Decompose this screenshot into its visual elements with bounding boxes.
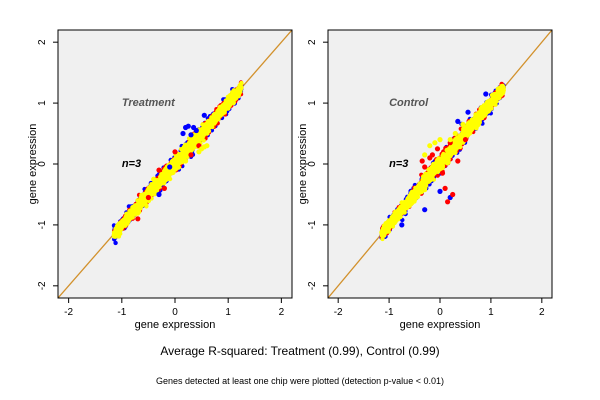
data-point-yellow (232, 97, 237, 102)
data-point-yellow (143, 202, 149, 208)
data-point-yellow (223, 103, 228, 108)
outlier-point-blue (188, 132, 194, 138)
panel-treatment: -2 -1 0 1 2 -2 -1 0 1 2 gene expression gene expres… (27, 29, 293, 331)
data-point-yellow (150, 187, 156, 192)
outlier-point-blue (201, 112, 207, 118)
outlier-point-blue (156, 191, 162, 198)
outlier-point-red (135, 216, 141, 222)
outlier-point-red (156, 167, 162, 173)
outlier-point-yellow (183, 158, 189, 164)
outlier-point-blue (185, 123, 191, 129)
data-point-yellow (205, 123, 211, 128)
y-tick-label: 2 (37, 39, 48, 45)
data-point-yellow (215, 113, 220, 118)
data-point-yellow (231, 92, 237, 97)
data-point-blue (126, 204, 132, 209)
outlier-point-blue (180, 130, 186, 137)
panel-title-treatment: Treatment (122, 97, 176, 109)
data-point-yellow (211, 117, 216, 122)
y-axis-title: gene expression (27, 124, 39, 205)
outlier-point-yellow (151, 176, 157, 182)
y-tick-label: -2 (37, 281, 48, 290)
data-point-yellow (162, 168, 168, 173)
data-point-yellow (118, 226, 124, 231)
data-point-yellow (178, 156, 183, 161)
outlier-point-red (188, 152, 194, 158)
data-point-yellow (169, 168, 175, 173)
y-tick-label: 0 (37, 161, 48, 167)
data-point-yellow (190, 142, 195, 148)
data-point-yellow (224, 98, 229, 103)
plot-content-treatment (58, 30, 292, 298)
outlier-point-red (172, 149, 178, 155)
y-tick-label: -1 (37, 220, 48, 229)
data-point-yellow (111, 232, 117, 238)
data-point-yellow (196, 135, 201, 140)
outlier-point-yellow (196, 149, 202, 155)
data-point-yellow (228, 98, 233, 103)
data-point-yellow (154, 184, 160, 190)
data-point-yellow (127, 213, 132, 219)
x-tick-label: -2 (64, 307, 73, 318)
data-point-yellow (200, 134, 206, 139)
x-axis-title: gene expression (135, 319, 216, 331)
sample-size-label: n=3 (122, 158, 141, 170)
data-point-yellow (159, 177, 164, 182)
plot-content-control (328, 30, 552, 298)
data-point-yellow (236, 90, 241, 96)
data-point-yellow (133, 209, 138, 214)
data-point-yellow (118, 220, 123, 225)
data-point-yellow (219, 106, 224, 111)
data-point-yellow (142, 197, 148, 203)
outlier-point-red (145, 194, 151, 201)
data-point-yellow (134, 204, 140, 209)
data-point-yellow (161, 172, 166, 177)
x-tick-label: 1 (225, 307, 231, 318)
data-point-yellow (239, 80, 244, 86)
data-point-yellow (136, 209, 142, 215)
data-point-yellow (184, 147, 189, 152)
data-point-yellow (173, 155, 179, 161)
data-point-blue (113, 240, 118, 246)
y-tick-label: 1 (37, 100, 48, 106)
x-tick-label: 2 (279, 307, 285, 318)
outlier-point-blue (193, 127, 199, 134)
x-tick-label: 0 (172, 307, 178, 318)
outlier-point-red (161, 185, 167, 191)
x-tick-label: -1 (117, 307, 126, 318)
data-point-yellow (188, 136, 193, 141)
data-point-yellow (170, 159, 175, 165)
data-point-yellow (175, 162, 180, 168)
outlier-point-yellow (201, 144, 207, 150)
data-point-yellow (146, 191, 151, 196)
data-point-yellow (236, 87, 242, 92)
outlier-point-blue (167, 164, 173, 170)
data-point-red (435, 173, 440, 178)
